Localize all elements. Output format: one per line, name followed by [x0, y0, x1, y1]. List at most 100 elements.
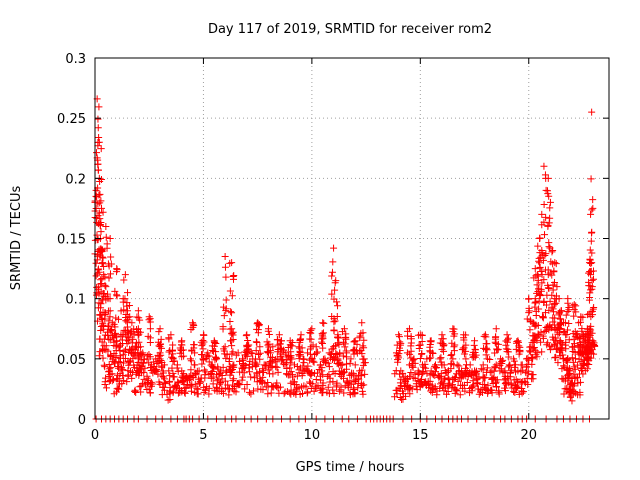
data-point — [539, 334, 547, 342]
data-point — [587, 322, 595, 330]
data-point — [286, 364, 294, 372]
data-point — [101, 273, 109, 281]
data-point — [239, 373, 247, 381]
data-point — [106, 295, 114, 303]
data-point — [544, 271, 552, 279]
data-point — [359, 390, 367, 398]
data-point — [156, 325, 164, 333]
data-point — [187, 357, 195, 365]
data-point — [215, 370, 223, 378]
data-point — [120, 347, 128, 355]
data-point — [359, 342, 367, 350]
data-point — [533, 333, 541, 341]
data-point — [330, 327, 338, 335]
data-point — [213, 383, 221, 391]
data-point — [540, 162, 548, 170]
data-point — [287, 352, 295, 360]
data-point — [99, 296, 107, 304]
data-point — [549, 247, 557, 255]
data-point — [524, 370, 532, 378]
data-point — [228, 350, 236, 358]
data-point — [94, 142, 102, 150]
data-point — [94, 166, 102, 174]
y-tick-label: 0.15 — [57, 233, 86, 248]
data-point — [186, 376, 194, 384]
data-point — [227, 337, 235, 345]
data-point — [298, 344, 306, 352]
data-point — [303, 389, 311, 397]
data-point — [229, 275, 237, 283]
data-point — [543, 301, 551, 309]
data-point — [123, 378, 131, 386]
data-point — [252, 347, 260, 355]
data-point — [105, 361, 113, 369]
data-point — [103, 328, 111, 336]
data-point — [260, 369, 268, 377]
data-point — [525, 307, 533, 315]
data-point — [460, 371, 468, 379]
data-point — [330, 389, 338, 397]
data-point — [438, 345, 446, 353]
data-point — [236, 368, 244, 376]
data-point — [276, 383, 284, 391]
data-point — [277, 337, 285, 345]
data-point — [146, 339, 154, 347]
data-point — [295, 343, 303, 351]
data-point — [525, 295, 533, 303]
data-point — [526, 316, 534, 324]
data-point — [469, 383, 477, 391]
data-point — [576, 378, 584, 386]
data-point — [532, 311, 540, 319]
data-point — [106, 270, 114, 278]
data-point — [408, 362, 416, 370]
data-point — [415, 345, 423, 353]
data-point — [104, 347, 112, 355]
data-point — [97, 176, 105, 184]
data-point — [209, 380, 217, 388]
data-point — [190, 341, 198, 349]
data-point — [114, 315, 122, 323]
data-point — [426, 354, 434, 362]
data-point — [588, 276, 596, 284]
data-point — [360, 359, 368, 367]
data-point — [404, 375, 412, 383]
data-point — [590, 350, 598, 358]
data-point — [267, 389, 275, 397]
data-point — [96, 215, 104, 223]
data-point — [551, 354, 559, 362]
data-point — [469, 381, 477, 389]
data-point — [232, 351, 240, 359]
data-point — [283, 356, 291, 364]
data-point — [146, 389, 154, 397]
data-point — [274, 368, 282, 376]
data-point — [310, 387, 318, 395]
data-point — [95, 246, 103, 254]
data-point — [181, 389, 189, 397]
data-point — [256, 355, 264, 363]
data-point — [173, 384, 181, 392]
data-point — [483, 364, 491, 372]
data-point — [403, 332, 411, 340]
data-point — [221, 263, 229, 271]
data-point — [503, 348, 511, 356]
data-point — [200, 366, 208, 374]
data-point — [141, 364, 149, 372]
data-point — [222, 307, 230, 315]
data-point — [492, 364, 500, 372]
data-point — [416, 355, 424, 363]
data-point — [101, 381, 109, 389]
data-point — [351, 389, 359, 397]
data-point — [577, 313, 585, 321]
data-point — [590, 304, 598, 312]
data-point — [453, 386, 461, 394]
data-point — [396, 341, 404, 349]
data-point — [101, 281, 109, 289]
data-point — [395, 331, 403, 339]
data-point — [559, 354, 567, 362]
data-point — [115, 385, 123, 393]
data-point — [529, 371, 537, 379]
data-point — [556, 315, 564, 323]
data-point — [117, 307, 125, 315]
data-point — [293, 372, 301, 380]
data-point — [454, 377, 462, 385]
